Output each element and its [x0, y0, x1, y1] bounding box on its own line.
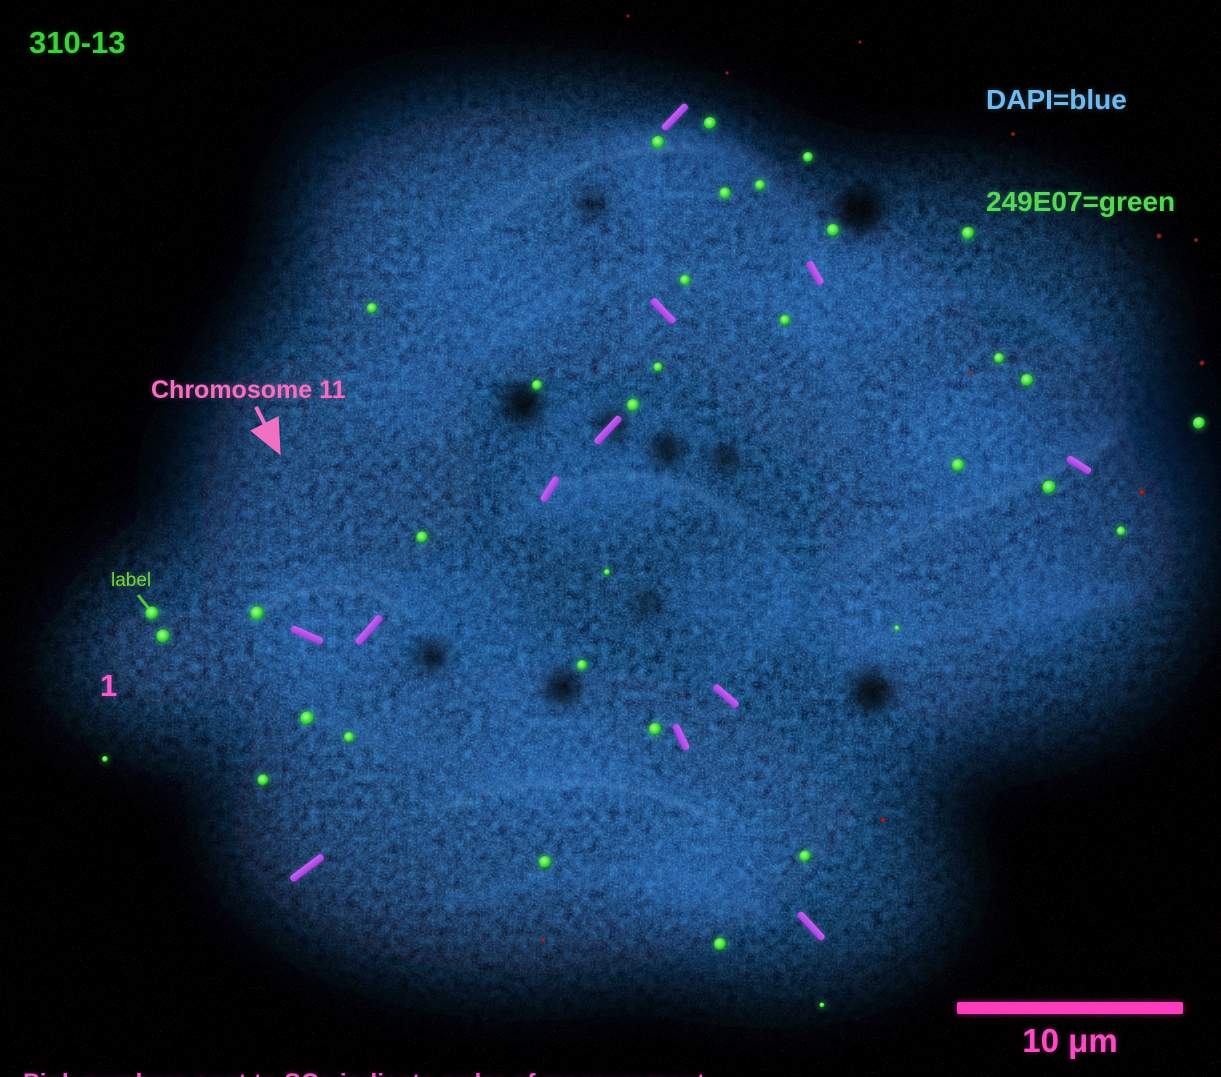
green-signal-dot: [952, 459, 964, 471]
red-speckle-dot: [1138, 488, 1146, 496]
green-signal-dot: [250, 606, 264, 620]
green-signal-dot: [649, 723, 661, 735]
green-signal-dot: [627, 399, 639, 411]
green-signal-dot: [577, 660, 587, 670]
slide-id-label: 310-13: [29, 25, 126, 60]
sc-tick-mark: [712, 683, 740, 709]
figure-caption: Pink numbers next to SCs indicate order …: [23, 1001, 712, 1077]
legend-dapi-entry: DAPI=blue: [986, 84, 1127, 115]
red-speckle-dot: [1199, 360, 1205, 366]
sc-tick-mark: [649, 297, 677, 325]
chromosome-pointer-arrow: [250, 406, 281, 456]
green-signal-dot: [1116, 526, 1126, 536]
green-signal-dot: [1042, 480, 1056, 494]
green-signal-dot: [714, 938, 726, 950]
red-speckle-dot: [880, 817, 886, 823]
green-signal-dot: [819, 1002, 825, 1008]
chromosome-11-label: Chromosome 11: [151, 376, 346, 404]
caption-line-1: Pink numbers next to SCs indicate order …: [23, 1067, 712, 1077]
green-signal-dot: [652, 136, 664, 148]
sc-tick-mark: [593, 414, 623, 446]
sc-tick-mark: [805, 259, 825, 287]
sc-tick-mark: [660, 102, 690, 132]
red-speckle-dot: [858, 40, 862, 44]
green-signal-dot: [827, 224, 839, 236]
red-speckle-dot: [725, 71, 729, 75]
green-signal-dot: [755, 180, 765, 190]
red-speckle-dot: [967, 370, 973, 376]
green-signal-dot: [416, 531, 428, 543]
green-signal-dot: [704, 117, 716, 129]
sc-tick-mark: [539, 475, 561, 503]
sc-tick-mark: [1065, 454, 1093, 476]
green-signal-dot: [803, 152, 813, 162]
green-signal-dot: [1193, 417, 1205, 429]
green-signal-dot: [102, 756, 108, 762]
green-signal-dot: [145, 606, 159, 620]
scale-bar: [957, 1002, 1183, 1014]
green-signal-dot: [962, 227, 974, 239]
sc-tick-mark: [796, 910, 826, 942]
probe-signal-label: label: [111, 570, 152, 591]
green-signal-dot: [680, 275, 690, 285]
green-signal-dot: [344, 732, 354, 742]
green-signal-dot: [653, 362, 663, 372]
sc-tick-mark: [671, 722, 691, 752]
red-speckle-dot: [1193, 237, 1199, 243]
red-speckle-dot: [540, 937, 546, 943]
red-speckle-dot: [1099, 199, 1103, 203]
legend-probe-entry: 249E07=green: [986, 186, 1176, 217]
green-signal-dot: [257, 774, 269, 786]
green-signal-dot: [539, 856, 551, 868]
stain-legend: DAPI=blue 249E07=green: [986, 15, 1175, 287]
green-signal-dot: [532, 380, 542, 390]
sc-tick-mark: [288, 853, 326, 883]
green-signal-dot: [994, 353, 1004, 363]
sc-tick-mark: [290, 624, 324, 646]
scale-bar-label: 10 μm: [1022, 1022, 1118, 1059]
green-signal-dot: [894, 625, 900, 631]
green-signal-dot: [300, 711, 314, 725]
red-speckle-dot: [626, 14, 630, 18]
green-signal-dot: [780, 315, 790, 325]
red-speckle-dot: [1010, 131, 1016, 137]
green-signal-dot: [156, 629, 170, 643]
green-signal-dot: [799, 850, 811, 862]
green-signal-dot: [719, 187, 731, 199]
green-signal-dot: [604, 569, 610, 575]
sc-tick-mark: [354, 614, 384, 646]
measurement-order-number: 1: [100, 668, 118, 703]
red-speckle-dot: [1156, 233, 1162, 239]
green-signal-dot: [367, 303, 377, 313]
green-signal-dot: [1021, 374, 1033, 386]
